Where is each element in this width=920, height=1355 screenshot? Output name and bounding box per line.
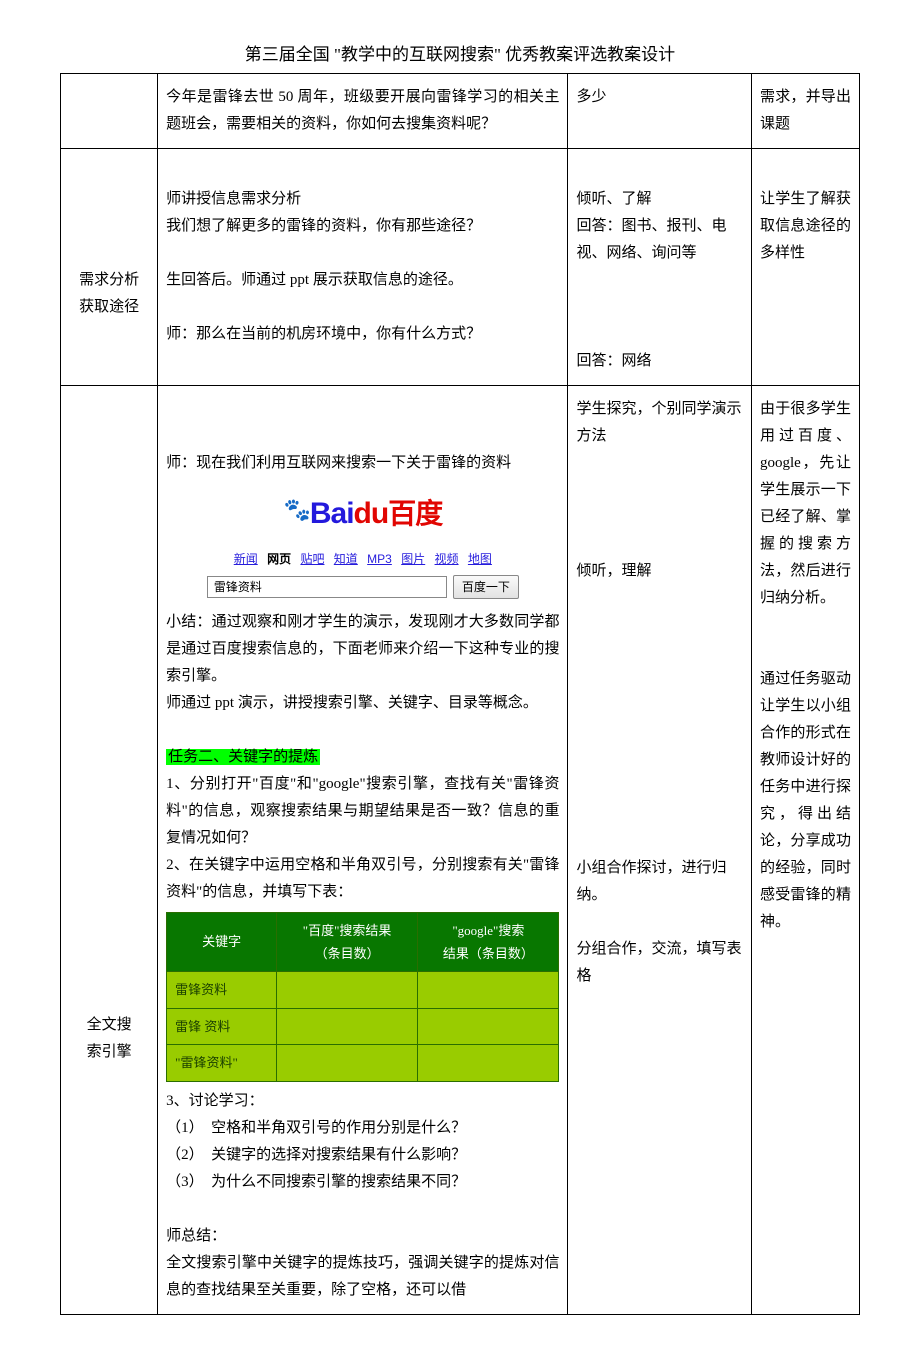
nav-news[interactable]: 新闻 [234, 552, 258, 566]
kw-cell: 雷锋资料 [167, 972, 277, 1008]
baidu-widget: 🐾Baidu百度 新闻 网页 贴吧 知道 MP3 图片 视频 地图 百度一下 [166, 487, 559, 599]
nav-zhidao[interactable]: 知道 [334, 552, 358, 566]
table-row: 全文搜 索引擎 师：现在我们利用互联网来搜索一下关于雷锋的资料 🐾Baidu百度… [61, 386, 860, 1315]
text-line: 分组合作，交流，填写表格 [576, 936, 743, 990]
kw-cell [418, 1045, 559, 1081]
intent-cell: 让学生了解获取信息途径的多样性 [752, 149, 860, 386]
text-line: 由于很多学生用过百度、google，先让学生展示一下已经了解、掌握的搜索方法，然… [760, 396, 851, 612]
kw-cell: "雷锋资料" [167, 1045, 277, 1081]
page-title: 第三届全国 "教学中的互联网搜索" 优秀教案评选教案设计 [60, 40, 860, 65]
teacher-cell: 师讲授信息需求分析 我们想了解更多的雷锋的资料，你有那些途径？ 生回答后。师通过… [158, 149, 568, 386]
text-line: 让学生了解获取信息途径的多样性 [760, 191, 851, 261]
keyword-table: 关键字 "百度"搜索结果（条目数） "google"搜索结果（条目数） 雷锋资料… [166, 912, 559, 1082]
teacher-cell: 师：现在我们利用互联网来搜索一下关于雷锋的资料 🐾Baidu百度 新闻 网页 贴… [158, 386, 568, 1315]
kw-cell [277, 972, 418, 1008]
intent-cell: 由于很多学生用过百度、google，先让学生展示一下已经了解、掌握的搜索方法，然… [752, 386, 860, 1315]
text-line: 回答：图书、报刊、电视、网络、询问等 [576, 213, 743, 267]
text-line: 通过任务驱动让学生以小组合作的形式在教师设计好的任务中进行探究，得出结论，分享成… [760, 666, 851, 936]
text-line: 师通过 ppt 演示，讲授搜索引擎、关键字、目录等概念。 [166, 690, 559, 717]
nav-map[interactable]: 地图 [468, 552, 492, 566]
text-line: （3） 为什么不同搜索引擎的搜索结果不同？ [166, 1169, 559, 1196]
kw-cell [418, 972, 559, 1008]
text-line: 生回答后。师通过 ppt 展示获取信息的途径。 [166, 267, 559, 294]
text-line: 全文搜索引擎中关键字的提炼技巧，强调关键字的提炼对信息的查找结果至关重要，除了空… [166, 1250, 559, 1304]
text-line: 师总结： [166, 1223, 559, 1250]
text-line: （1） 空格和半角双引号的作用分别是什么？ [166, 1115, 559, 1142]
nav-image[interactable]: 图片 [401, 552, 425, 566]
lesson-plan-table: 今年是雷锋去世 50 周年，班级要开展向雷锋学习的相关主题班会，需要相关的资料，… [60, 73, 860, 1315]
table-row: 今年是雷锋去世 50 周年，班级要开展向雷锋学习的相关主题班会，需要相关的资料，… [61, 74, 860, 149]
student-cell: 学生探究，个别同学演示方法 倾听，理解 小组合作探讨，进行归纳。 分组合作，交流… [568, 386, 752, 1315]
text-line: 回答：网络 [576, 348, 743, 375]
kw-cell [277, 1045, 418, 1081]
stage-cell: 全文搜 索引擎 [61, 386, 158, 1315]
paw-icon: 🐾 [283, 497, 309, 522]
student-cell: 倾听、了解 回答：图书、报刊、电视、网络、询问等 回答：网络 [568, 149, 752, 386]
text-line: 师讲授信息需求分析 [166, 186, 559, 213]
text-line: 倾听、了解 [576, 186, 743, 213]
task2-heading: 任务二、关键字的提炼 [166, 749, 320, 765]
th-keyword: 关键字 [167, 912, 277, 972]
text-line: 小组合作探讨，进行归纳。 [576, 855, 743, 909]
nav-video[interactable]: 视频 [435, 552, 459, 566]
text-line: 师：现在我们利用互联网来搜索一下关于雷锋的资料 [166, 450, 559, 477]
baidu-nav: 新闻 网页 贴吧 知道 MP3 图片 视频 地图 [166, 549, 559, 571]
search-button[interactable]: 百度一下 [453, 575, 519, 599]
text-line: 2、在关键字中运用空格和半角双引号，分别搜索有关"雷锋资料"的信息，并填写下表： [166, 852, 559, 906]
student-cell: 多少 [568, 74, 752, 149]
nav-mp3[interactable]: MP3 [367, 552, 392, 566]
intent-cell: 需求，并导出课题 [752, 74, 860, 149]
kw-cell [418, 1008, 559, 1044]
teacher-cell: 今年是雷锋去世 50 周年，班级要开展向雷锋学习的相关主题班会，需要相关的资料，… [158, 74, 568, 149]
th-google: "google"搜索结果（条目数） [418, 912, 559, 972]
text-line: 1、分别打开"百度"和"google"搜索引擎，查找有关"雷锋资料"的信息，观察… [166, 771, 559, 852]
baidu-search-row: 百度一下 [166, 575, 559, 599]
text-line: 我们想了解更多的雷锋的资料，你有那些途径？ [166, 213, 559, 240]
nav-tieba[interactable]: 贴吧 [300, 552, 324, 566]
text-line: 倾听，理解 [576, 558, 743, 585]
th-baidu: "百度"搜索结果（条目数） [277, 912, 418, 972]
text-line: 3、讨论学习： [166, 1088, 559, 1115]
text-line: 学生探究，个别同学演示方法 [576, 396, 743, 450]
search-input[interactable] [207, 576, 447, 598]
stage-cell: 需求分析 获取途径 [61, 149, 158, 386]
nav-web[interactable]: 网页 [267, 552, 291, 566]
kw-cell: 雷锋 资料 [167, 1008, 277, 1044]
text-line: （2） 关键字的选择对搜索结果有什么影响？ [166, 1142, 559, 1169]
text-line: 师：那么在当前的机房环境中，你有什么方式？ [166, 321, 559, 348]
text-line: 小结：通过观察和刚才学生的演示，发现刚才大多数同学都是通过百度搜索信息的，下面老… [166, 609, 559, 690]
table-row: 需求分析 获取途径 师讲授信息需求分析 我们想了解更多的雷锋的资料，你有那些途径… [61, 149, 860, 386]
kw-cell [277, 1008, 418, 1044]
baidu-logo: 🐾Baidu百度 [166, 487, 559, 541]
